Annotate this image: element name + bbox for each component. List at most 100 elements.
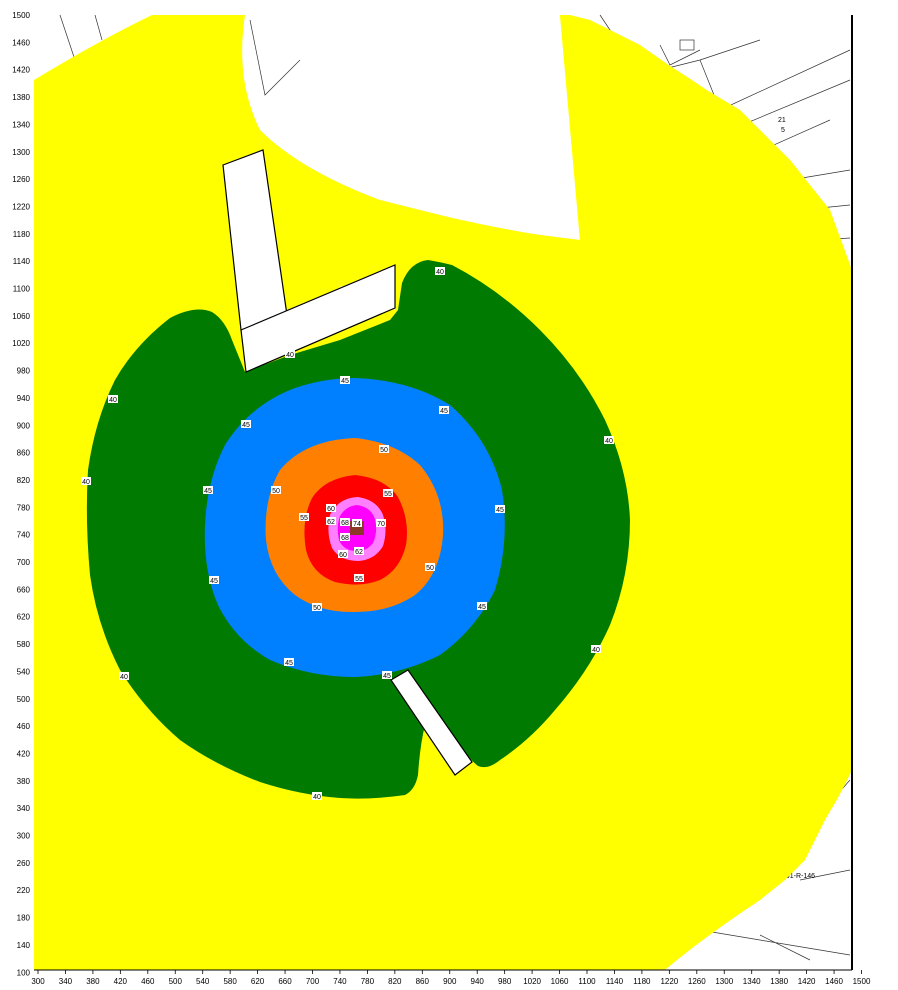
y-tick-label: 1060 xyxy=(12,312,30,321)
x-tick-label: 580 xyxy=(223,977,237,986)
contour-label-box xyxy=(271,486,281,494)
contour-label: 74 xyxy=(352,519,362,528)
x-tick-label: 500 xyxy=(169,977,183,986)
contour-label-box xyxy=(326,517,336,525)
contour-label: 45 xyxy=(439,406,449,415)
contour-label: 50 xyxy=(271,486,281,495)
contour-label: 68 xyxy=(340,533,350,542)
y-tick-label: 740 xyxy=(17,531,31,540)
y-tick-label: 620 xyxy=(17,613,31,622)
y-tick-label: 180 xyxy=(17,914,31,923)
contour-label: 55 xyxy=(383,489,393,498)
building-l-horizontal xyxy=(240,264,396,373)
y-tick-label: 660 xyxy=(17,585,31,594)
contour-label: 50 xyxy=(312,603,322,612)
contour-label: 40 xyxy=(285,350,295,359)
contour-label: 40 xyxy=(119,672,129,681)
contour-label-text: 62 xyxy=(355,549,363,556)
x-tick-label: 860 xyxy=(416,977,430,986)
contour-label: 40 xyxy=(435,267,445,276)
contour-label-box xyxy=(312,603,322,611)
y-tick-label: 140 xyxy=(17,941,31,950)
contour-label-text: 45 xyxy=(285,660,293,667)
contour-label: 50 xyxy=(379,445,389,454)
x-tick-label: 1380 xyxy=(770,977,788,986)
y-tick-label: 1140 xyxy=(13,257,31,266)
contour-label-text: 45 xyxy=(210,578,218,585)
contour-label: 45 xyxy=(241,420,251,429)
x-tick-label: 420 xyxy=(114,977,128,986)
contour-label-text: 50 xyxy=(380,447,388,454)
y-tick-label: 1340 xyxy=(12,120,30,129)
contour-labels: 40 40 40 40 40 40 40 40 45 45 45 45 45 45 45 45 45 50 50 50… xyxy=(81,267,614,801)
x-tick-label: 460 xyxy=(141,977,155,986)
y-tick-label: 1300 xyxy=(12,148,30,157)
contour-label-box xyxy=(119,672,129,680)
contour-label-text: 60 xyxy=(327,506,335,513)
contour-label-box xyxy=(340,518,350,526)
contour-label-box xyxy=(591,645,601,653)
contour-label-box xyxy=(340,376,350,384)
y-tick-label: 460 xyxy=(17,722,31,731)
x-tick-label: 300 xyxy=(31,977,45,986)
contour-label-text: 45 xyxy=(496,507,504,514)
x-tick-label: 1460 xyxy=(825,977,843,986)
contour-label-text: 50 xyxy=(313,605,321,612)
x-tick-label: 740 xyxy=(333,977,347,986)
x-tick-label: 660 xyxy=(278,977,292,986)
y-tick-label: 1220 xyxy=(12,202,30,211)
contour-label: 62 xyxy=(354,547,364,556)
y-tick-label: 700 xyxy=(17,558,31,567)
y-tick-label: 420 xyxy=(17,749,31,758)
contour-label: 55 xyxy=(354,574,364,583)
contour-label: 55 xyxy=(299,513,309,522)
y-tick-label: 1460 xyxy=(12,38,30,47)
contour-label-text: 74 xyxy=(353,521,361,528)
y-tick-label: 300 xyxy=(17,832,31,841)
x-tick-label: 1020 xyxy=(523,977,541,986)
x-tick-label: 700 xyxy=(306,977,320,986)
contour-label-text: 40 xyxy=(109,397,117,404)
contour-label-box xyxy=(382,671,392,679)
contour-label-box xyxy=(285,350,295,358)
x-tick-label: 940 xyxy=(471,977,485,986)
sketch-label-5: 5 xyxy=(781,127,785,134)
buildings xyxy=(222,149,473,776)
contour-label-box xyxy=(604,436,614,444)
contour-label: 45 xyxy=(203,486,213,495)
contour-label: 40 xyxy=(312,792,322,801)
y-tick-label: 1100 xyxy=(13,285,31,294)
y-tick-label: 540 xyxy=(17,667,31,676)
y-tick-label: 860 xyxy=(17,449,31,458)
contour-label-text: 40 xyxy=(82,479,90,486)
contour-label-box xyxy=(439,406,449,414)
y-tick-label: 220 xyxy=(17,886,31,895)
y-tick-label: 340 xyxy=(17,804,31,813)
x-tick-label: 1300 xyxy=(715,977,733,986)
contour-label-box xyxy=(477,602,487,610)
y-tick-label: 1020 xyxy=(12,339,30,348)
x-tick-label: 820 xyxy=(388,977,402,986)
x-tick-label: 1340 xyxy=(743,977,761,986)
contour-label-box xyxy=(354,547,364,555)
contour-label-text: 68 xyxy=(341,535,349,542)
contour-label: 68 xyxy=(340,518,350,527)
contour-label: 45 xyxy=(495,505,505,514)
x-tick-label: 900 xyxy=(443,977,457,986)
contour-label-box xyxy=(383,489,393,497)
contour-label-text: 50 xyxy=(426,565,434,572)
contour-label-text: 55 xyxy=(300,515,308,522)
contour-label-box xyxy=(435,267,445,275)
contour-label: 60 xyxy=(326,504,336,513)
contour-label-text: 55 xyxy=(384,491,392,498)
y-axis: 1500 1460 1420 1380 1340 1300 1260 1220 1180 1140… xyxy=(12,11,30,977)
x-tick-label: 1100 xyxy=(578,977,596,986)
sketch-label-991-r-146: 991-R-146 xyxy=(782,873,815,880)
contour-label-text: 68 xyxy=(341,520,349,527)
contour-label-text: 45 xyxy=(383,673,391,680)
contour-label: 40 xyxy=(108,395,118,404)
building-small-barrier xyxy=(390,669,473,776)
contour-label-text: 50 xyxy=(272,488,280,495)
y-tick-label: 1180 xyxy=(13,230,31,239)
y-tick-label: 900 xyxy=(17,421,31,430)
